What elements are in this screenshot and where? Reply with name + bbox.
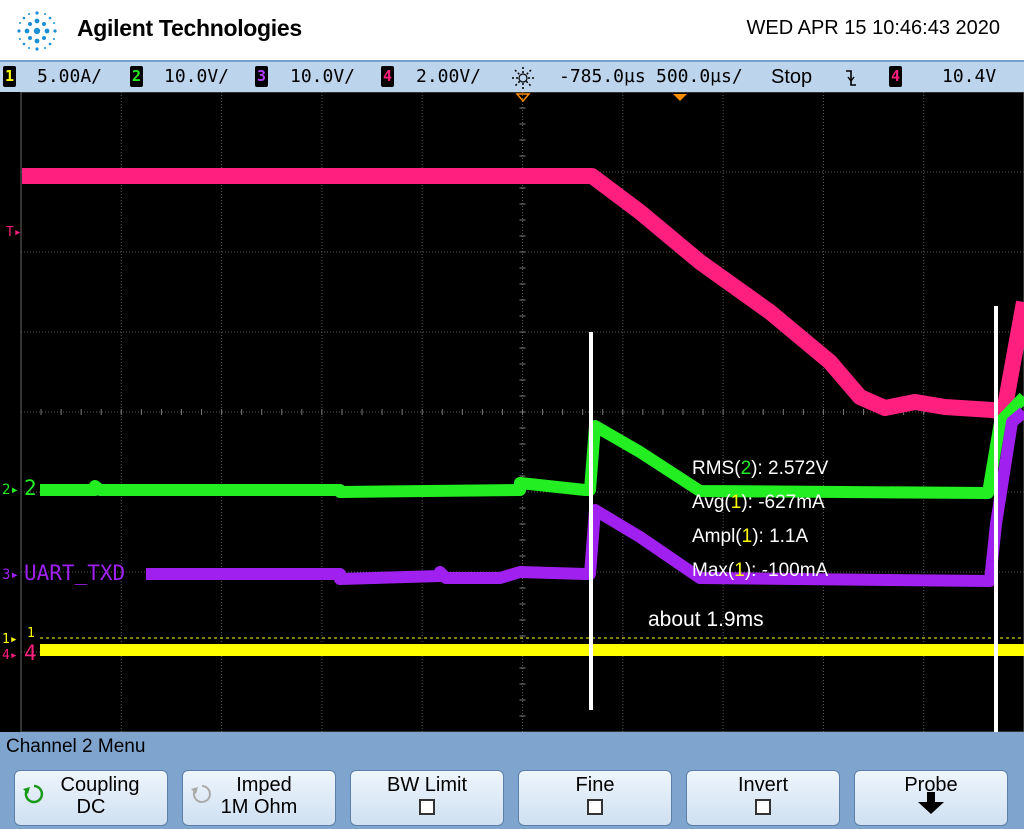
delay-marker [673, 94, 687, 101]
submenu-arrow-icon [918, 792, 944, 814]
timing-annotation: about 1.9ms [648, 608, 764, 631]
agilent-spark-icon [17, 11, 57, 51]
rotate-knob-icon [23, 784, 44, 804]
measurement-max: Max(1): -100mA [692, 560, 829, 581]
channel-4-label: 4 [24, 641, 37, 665]
rotate-knob-icon [191, 785, 211, 803]
delay-sun-icon [512, 67, 534, 89]
channel-1-trace [40, 644, 1024, 656]
brand-name: Agilent Technologies [77, 15, 302, 41]
trigger-level-marker: T▸ [6, 225, 22, 240]
waveform-display[interactable]: T▸ 2▸ 2 3▸ UART_TXD 1▸ 1 4▸ 4 RMS(2): 2.… [0, 92, 1024, 732]
menu-title: Channel 2 Menu [0, 732, 1024, 762]
channel-2-indicator[interactable]: 2 [130, 66, 143, 87]
bw-limit-softkey[interactable]: BW Limit [350, 770, 504, 826]
channel-3-indicator[interactable]: 3 [255, 66, 268, 87]
channel-3-label: UART_TXD [24, 561, 126, 585]
channel-3-scale[interactable]: 10.0V/ [290, 66, 356, 87]
channel-1-indicator[interactable]: 1 [3, 66, 16, 87]
coupling-softkey[interactable]: Coupling DC [14, 770, 168, 826]
channel-4-trace [22, 168, 1024, 420]
trigger-level[interactable]: 10.4V [942, 66, 997, 87]
channel-3-ground-marker: 3▸ [2, 567, 19, 583]
channel-2-scale[interactable]: 10.0V/ [164, 66, 230, 87]
channel-1-ground-marker: 1▸ [2, 632, 18, 647]
falling-edge-icon [846, 70, 856, 86]
measurement-rms: RMS(2): 2.572V [692, 458, 829, 479]
timebase-scale[interactable]: 500.0µs/ [656, 66, 743, 87]
header-bar: Agilent Technologies WED APR 15 10:46:43… [0, 0, 1024, 60]
channel-1-scale[interactable]: 5.00A/ [37, 66, 103, 87]
channel-2-label: 2 [24, 476, 37, 500]
measurement-ampl: Ampl(1): 1.1A [692, 526, 809, 547]
channel-1-reference-label: 1 [27, 626, 35, 641]
horizontal-delay[interactable]: -785.0µs [559, 66, 646, 87]
invert-softkey[interactable]: Invert [686, 770, 840, 826]
channel-2-trace [40, 392, 1024, 499]
date-time: WED APR 15 10:46:43 2020 [746, 17, 1001, 39]
status-bar: 1 5.00A/ 2 10.0V/ 3 10.0V/ 4 2.00V/ -785… [0, 60, 1024, 92]
fine-softkey[interactable]: Fine [518, 770, 672, 826]
softkey-bar: Coupling DC Imped 1M Ohm BW Limit Fine I… [0, 762, 1024, 829]
fine-checkbox[interactable] [587, 799, 603, 815]
probe-softkey[interactable]: Probe [854, 770, 1008, 826]
invert-checkbox[interactable] [755, 799, 771, 815]
run-state[interactable]: Stop [771, 66, 813, 88]
channel-2-ground-marker: 2▸ [2, 482, 19, 498]
trigger-source[interactable]: 4 [889, 66, 902, 87]
channel-4-ground-marker: 4▸ [2, 648, 18, 663]
impedance-softkey[interactable]: Imped 1M Ohm [182, 770, 336, 826]
measurements-panel: RMS(2): 2.572V Avg(1): -627mA Ampl(1): 1… [692, 452, 828, 588]
channel-4-indicator[interactable]: 4 [381, 66, 394, 87]
measurement-avg: Avg(1): -627mA [692, 492, 825, 513]
scope-graticule [20, 92, 1024, 732]
channel-3-trace [146, 407, 1024, 587]
bw-limit-checkbox[interactable] [419, 799, 435, 815]
channel-4-scale[interactable]: 2.00V/ [416, 66, 482, 87]
trigger-position-marker [515, 93, 531, 103]
